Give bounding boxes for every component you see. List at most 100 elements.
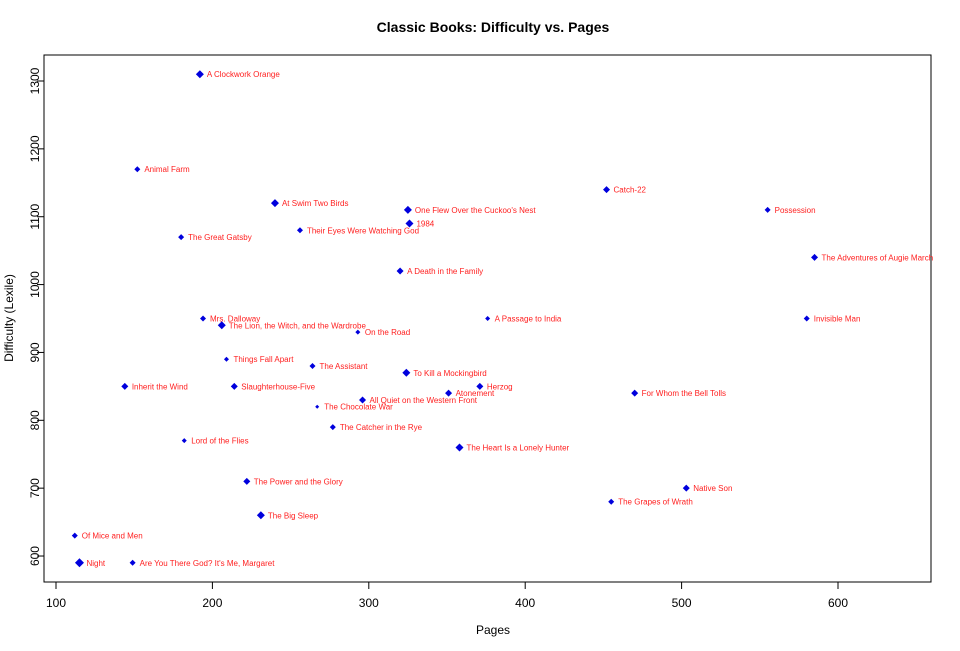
diamond-marker-icon [230, 382, 238, 390]
diamond-marker-icon [129, 559, 136, 566]
diamond-marker-icon [74, 558, 84, 568]
chart-title: Classic Books: Difficulty vs. Pages [377, 19, 610, 35]
point-label: Are You There God? It's Me, Margaret [140, 559, 276, 568]
data-point: Slaughterhouse-Five [230, 382, 316, 391]
data-point: Atonement [445, 389, 495, 398]
point-label: Catch-22 [614, 186, 647, 195]
point-label: All Quiet on the Western Front [370, 396, 478, 405]
x-tick-label: 400 [515, 596, 535, 610]
y-tick-label: 800 [28, 410, 42, 430]
data-point: Herzog [476, 382, 513, 391]
point-label: The Lion, the Witch, and the Wardrobe [229, 321, 367, 330]
data-point: The Heart Is a Lonely Hunter [455, 443, 570, 452]
diamond-marker-icon [405, 219, 414, 228]
data-point: The Big Sleep [256, 511, 319, 520]
point-label: The Heart Is a Lonely Hunter [467, 443, 570, 452]
data-point: The Assistant [309, 362, 368, 371]
point-label: The Assistant [319, 362, 368, 371]
data-point: For Whom the Bell Tolls [631, 389, 726, 398]
point-label: Native Son [693, 484, 732, 493]
point-label: Things Fall Apart [233, 355, 294, 364]
data-point: Mrs. Dalloway [200, 315, 260, 324]
data-point: A Death in the Family [396, 267, 483, 276]
data-point: All Quiet on the Western Front [359, 396, 478, 405]
diamond-marker-icon [71, 532, 78, 539]
y-tick-label: 700 [28, 478, 42, 498]
point-label: To Kill a Mockingbird [413, 369, 486, 378]
point-label: Their Eyes Were Watching God [307, 226, 419, 235]
y-tick-label: 1300 [28, 67, 42, 94]
diamond-marker-icon [396, 267, 404, 275]
x-tick-label: 600 [828, 596, 848, 610]
x-tick-label: 500 [672, 596, 692, 610]
data-point: The Catcher in the Rye [329, 423, 423, 432]
point-label: Possession [775, 206, 816, 215]
point-label: At Swim Two Birds [282, 199, 349, 208]
point-label: The Chocolate War [324, 403, 393, 412]
diamond-marker-icon [296, 227, 303, 234]
y-tick-label: 600 [28, 546, 42, 566]
diamond-marker-icon [682, 484, 690, 492]
y-tick-label: 1200 [28, 135, 42, 162]
data-point: Native Son [682, 484, 732, 493]
data-point: Possession [764, 206, 816, 215]
point-label: The Power and the Glory [254, 477, 343, 486]
x-tick-label: 100 [46, 596, 66, 610]
point-label: On the Road [365, 328, 410, 337]
data-points: A Clockwork Orange Animal Farm At Swim Two… [71, 70, 934, 568]
data-point: The Power and the Glory [243, 477, 343, 486]
x-axis-label: Pages [476, 623, 510, 637]
data-point: Their Eyes Were Watching God [296, 226, 419, 235]
data-point: Animal Farm [134, 165, 190, 174]
diamond-marker-icon [181, 438, 187, 444]
point-label: The Grapes of Wrath [618, 498, 693, 507]
point-label: Invisible Man [814, 315, 861, 324]
point-label: Inherit the Wind [132, 382, 188, 391]
diamond-marker-icon [217, 321, 226, 330]
data-point: A Clockwork Orange [195, 70, 280, 79]
data-point: A Passage to India [485, 315, 562, 324]
diamond-marker-icon [329, 424, 336, 431]
point-label: The Adventures of Augie March [822, 253, 934, 262]
data-point: Things Fall Apart [223, 355, 294, 364]
y-axis-label: Difficulty (Lexile) [2, 274, 16, 362]
x-tick-label: 200 [202, 596, 222, 610]
diamond-marker-icon [359, 396, 367, 404]
point-label: Mrs. Dalloway [210, 315, 260, 324]
y-tick-label: 900 [28, 342, 42, 362]
diamond-marker-icon [764, 206, 771, 213]
data-point: The Grapes of Wrath [608, 498, 693, 507]
data-point: Lord of the Flies [181, 437, 249, 446]
diamond-marker-icon [803, 315, 810, 322]
diamond-marker-icon [603, 186, 611, 194]
data-point: To Kill a Mockingbird [402, 368, 487, 378]
diamond-marker-icon [270, 199, 279, 208]
diamond-marker-icon [631, 389, 639, 397]
diamond-marker-icon [608, 498, 615, 505]
point-label: The Big Sleep [268, 511, 319, 520]
point-label: A Death in the Family [407, 267, 483, 276]
x-axis: 100 200 300 400 500 600 [46, 581, 848, 610]
diamond-marker-icon [134, 166, 141, 173]
diamond-marker-icon [178, 234, 185, 241]
point-label: For Whom the Bell Tolls [642, 389, 726, 398]
point-label: Of Mice and Men [82, 532, 143, 541]
data-point: Inherit the Wind [121, 382, 188, 391]
point-label: Slaughterhouse-Five [241, 382, 315, 391]
point-label: The Great Gatsby [188, 233, 252, 242]
point-label: A Clockwork Orange [207, 70, 280, 79]
diamond-marker-icon [476, 382, 484, 390]
data-point: On the Road [355, 328, 410, 337]
data-point: Night [74, 558, 106, 568]
point-label: Lord of the Flies [191, 437, 248, 446]
diamond-marker-icon [355, 329, 361, 335]
data-point: One Flew Over the Cuckoo's Nest [403, 205, 536, 215]
data-point: At Swim Two Birds [270, 199, 349, 208]
data-point: Catch-22 [603, 186, 647, 195]
point-label: Night [86, 559, 105, 568]
data-point: 1984 [405, 219, 435, 229]
diamond-marker-icon [256, 511, 265, 520]
data-point: Invisible Man [803, 315, 861, 324]
y-axis: 600 700 800 900 1000 1100 1200 1300 [28, 67, 45, 566]
